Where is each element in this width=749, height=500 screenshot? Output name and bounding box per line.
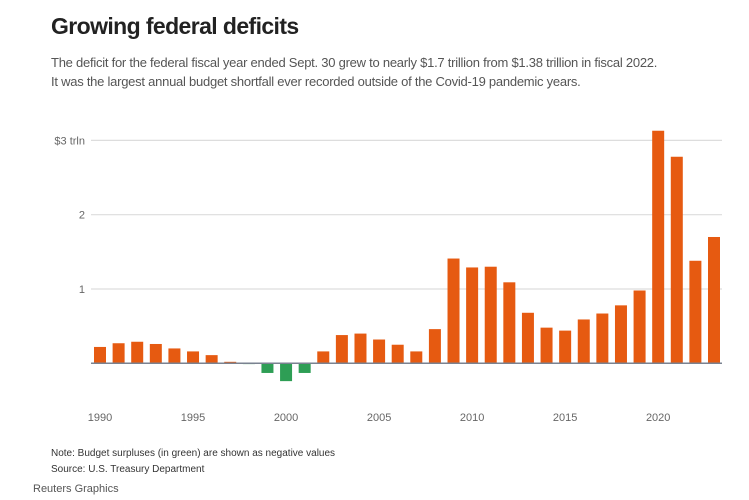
y-tick-label: 1 bbox=[79, 284, 85, 296]
deficit-bar bbox=[559, 330, 572, 364]
deficit-bar bbox=[317, 351, 330, 364]
deficit-bar bbox=[354, 333, 367, 364]
y-axis-labels: $3 trln 2 1 bbox=[54, 135, 85, 296]
y-tick-label: $3 trln bbox=[54, 135, 85, 147]
deficit-bar bbox=[633, 290, 646, 364]
deficit-bar bbox=[466, 267, 479, 364]
chart-subtitle: The deficit for the federal fiscal year … bbox=[51, 53, 657, 91]
subtitle-line: It was the largest annual budget shortfa… bbox=[51, 74, 581, 89]
credit-text: Reuters Graphics bbox=[33, 483, 119, 495]
y-tick-label: 2 bbox=[79, 210, 85, 222]
x-tick-label: 2005 bbox=[367, 412, 391, 424]
surplus-bar bbox=[261, 363, 274, 373]
deficit-bar bbox=[596, 313, 609, 364]
deficit-bar bbox=[131, 341, 144, 364]
deficit-bar bbox=[335, 335, 348, 364]
deficit-bar bbox=[447, 258, 460, 364]
deficit-bar bbox=[410, 351, 423, 364]
x-tick-label: 1995 bbox=[181, 412, 205, 424]
deficit-bar bbox=[391, 344, 404, 364]
x-tick-label: 2000 bbox=[274, 412, 298, 424]
deficit-bar bbox=[670, 156, 683, 364]
deficit-bar bbox=[373, 339, 386, 364]
x-tick-label: 2020 bbox=[646, 412, 670, 424]
deficit-bar bbox=[577, 319, 590, 364]
deficit-bar bbox=[168, 348, 181, 364]
surplus-bar bbox=[280, 363, 293, 382]
chart-notes: Note: Budget surpluses (in green) are sh… bbox=[51, 446, 335, 478]
deficit-bar bbox=[614, 305, 627, 364]
deficit-bar bbox=[112, 343, 125, 364]
subtitle-line: The deficit for the federal fiscal year … bbox=[51, 55, 658, 70]
deficit-bar bbox=[149, 343, 162, 364]
deficit-bar bbox=[540, 327, 553, 364]
deficit-bar bbox=[503, 282, 516, 364]
x-axis-labels: 1990 1995 2000 2005 2010 2015 2020 bbox=[88, 412, 671, 424]
x-tick-label: 1990 bbox=[88, 412, 112, 424]
x-tick-label: 2010 bbox=[460, 412, 484, 424]
deficit-bar bbox=[94, 346, 106, 364]
deficit-bar bbox=[708, 236, 720, 364]
deficit-bar bbox=[187, 351, 200, 364]
gridlines bbox=[91, 139, 722, 290]
deficit-bar bbox=[652, 130, 665, 364]
deficit-bar bbox=[689, 260, 702, 364]
deficit-bar bbox=[205, 355, 218, 364]
bars bbox=[94, 130, 720, 382]
deficit-bar bbox=[521, 312, 534, 364]
note-text: Note: Budget surpluses (in green) are sh… bbox=[51, 448, 336, 459]
chart-title: Growing federal deficits bbox=[51, 13, 299, 39]
x-tick-label: 2015 bbox=[553, 412, 577, 424]
surplus-bar bbox=[298, 363, 311, 373]
source-text: Source: U.S. Treasury Department bbox=[51, 464, 205, 475]
deficit-bar bbox=[428, 329, 441, 364]
deficit-bar bbox=[484, 266, 497, 364]
